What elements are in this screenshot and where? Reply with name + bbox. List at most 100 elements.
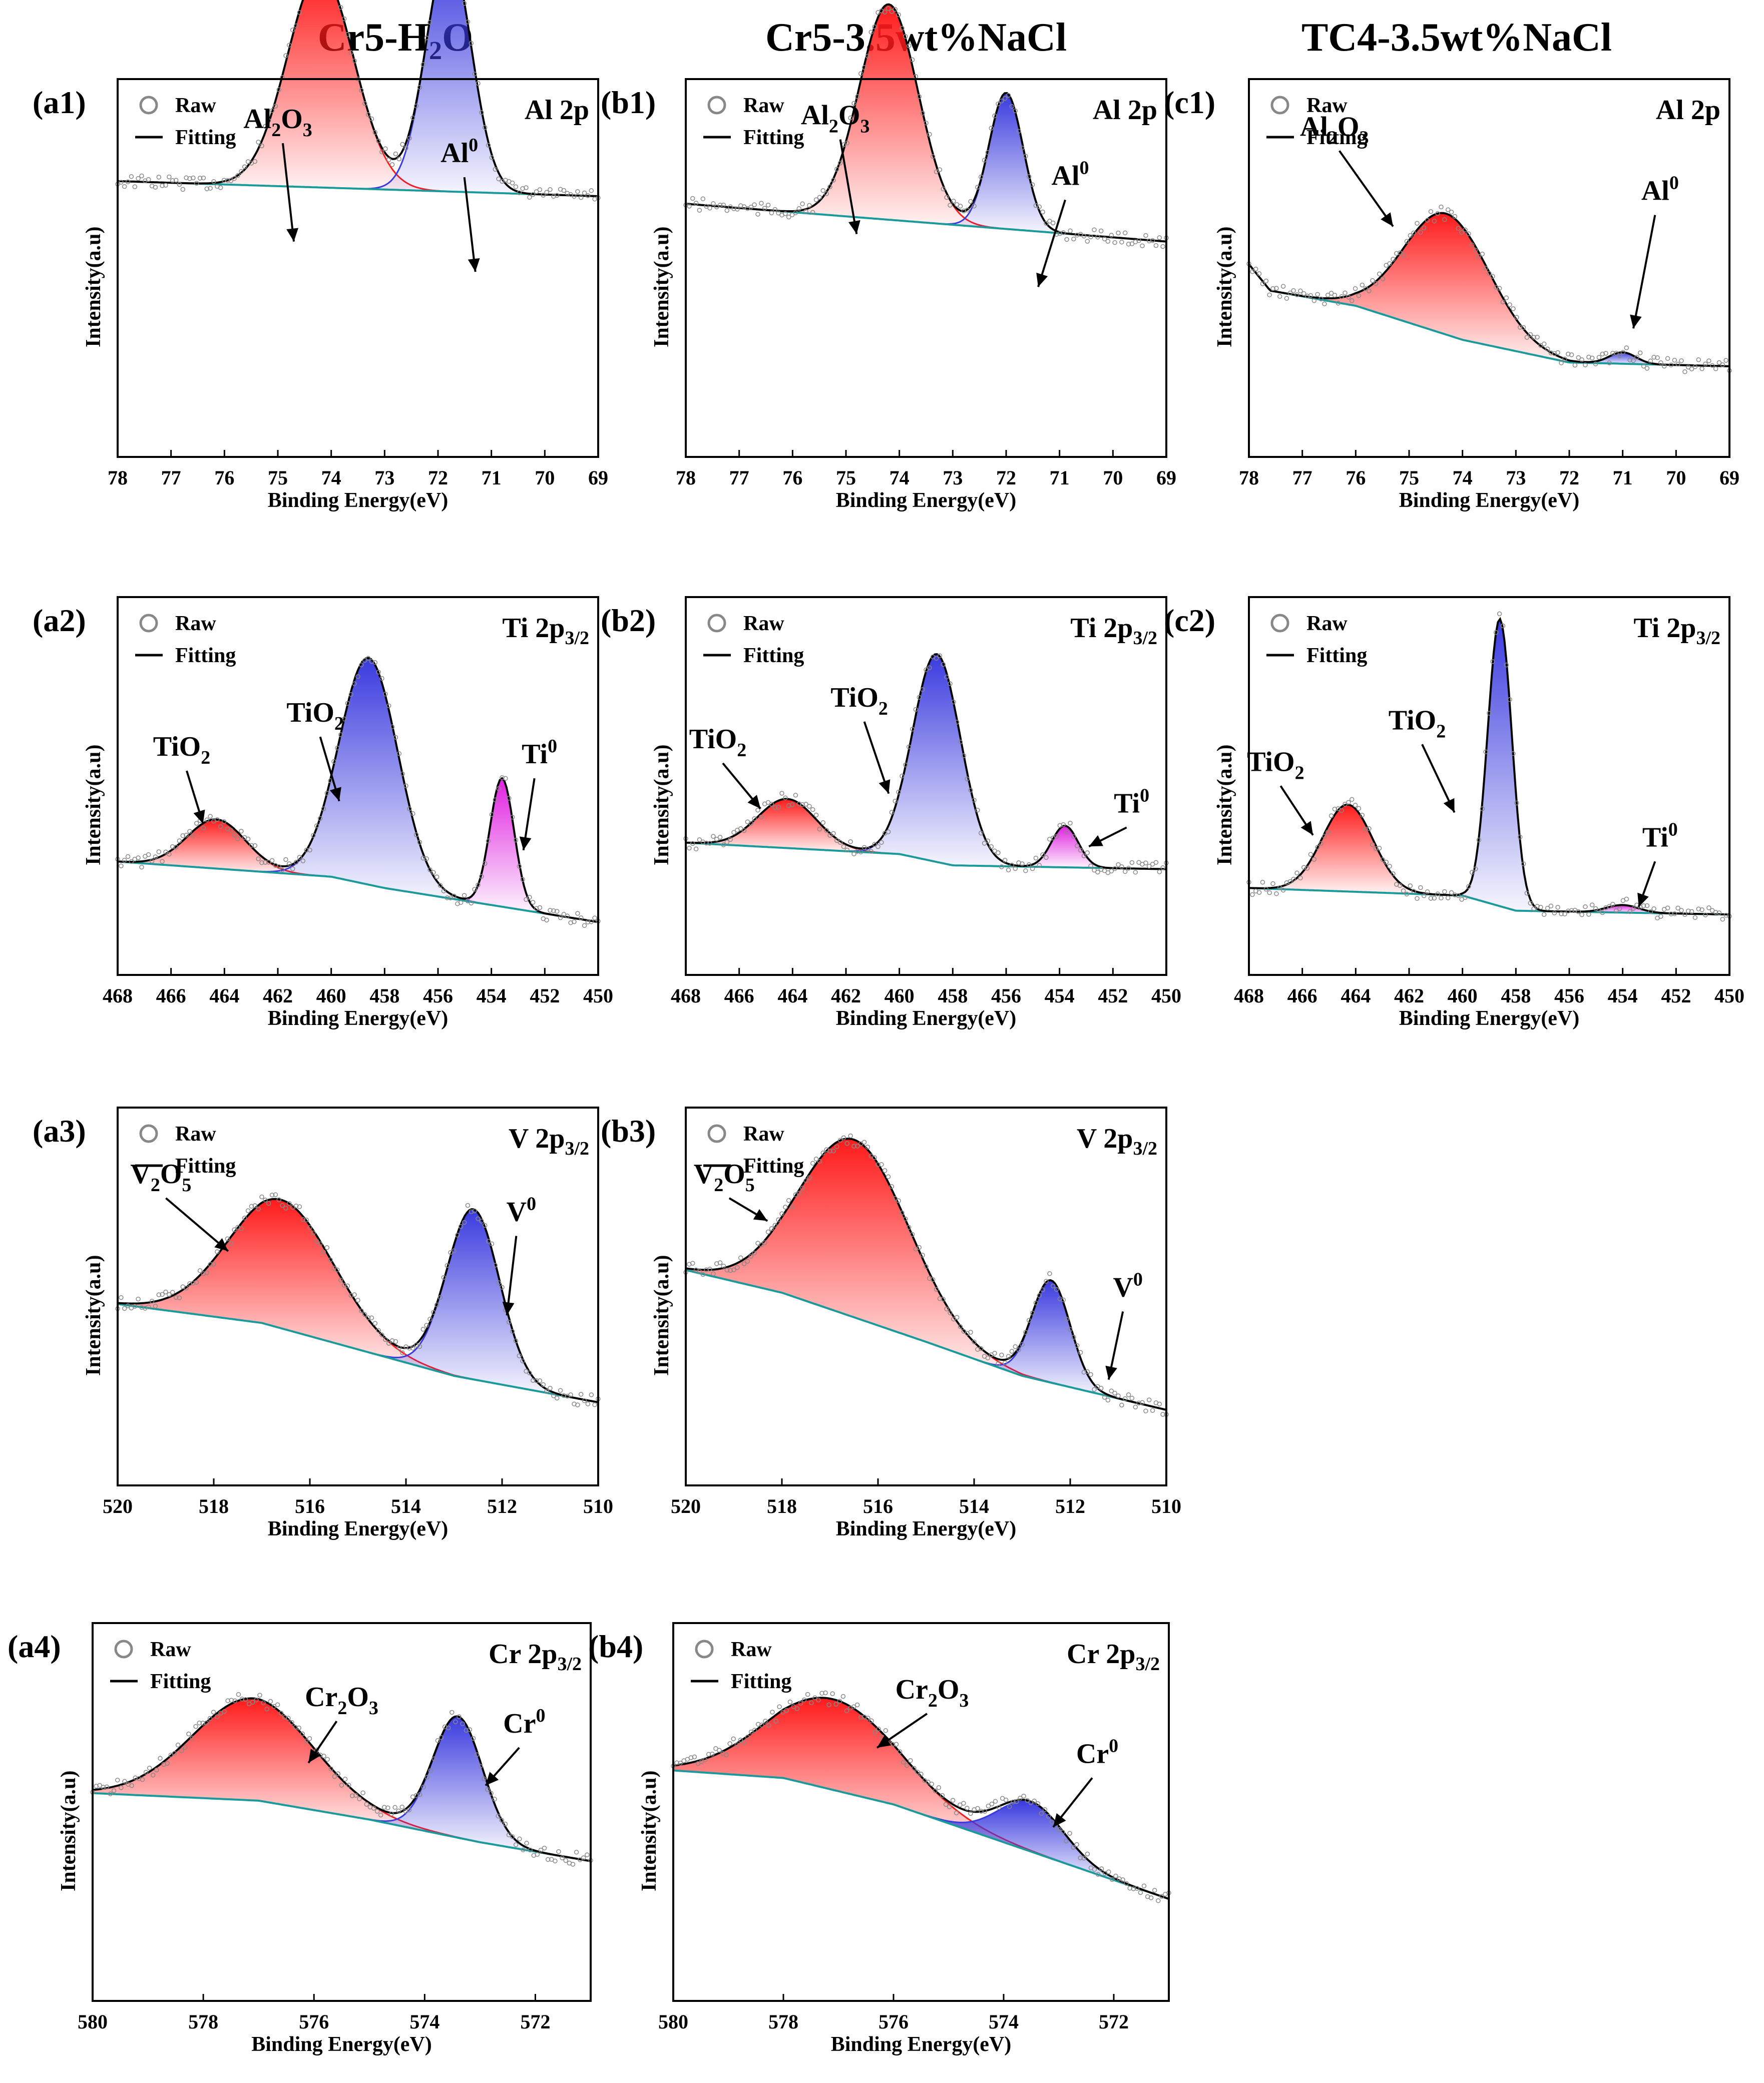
panel-a1: (a1) 78 77 76 75 74 73 72 71 70 69 Binding Energy(e… [20,0,608,515]
plot-a4: 580 578 576 574 572 Binding Energy(eV) Intensi… [57,1622,593,2056]
x-axis-title: Binding Energy(eV) [1399,489,1580,512]
legend-fitting-label: Fitting [1306,126,1367,149]
panel-label: (a3) [33,1113,86,1149]
x-tick-label: 572 [520,2010,550,2033]
peak-V0 [386,1209,559,1395]
annotation-arrow [1632,215,1656,329]
x-tick-label: 574 [409,2010,439,2033]
peak-annotation: Ti0 [1114,785,1149,819]
peak-annotation: V2O5 [694,1159,755,1196]
x-tick-label: 73 [374,466,394,489]
legend-raw-marker [139,614,158,633]
x-tick-label: 69 [1156,466,1176,489]
x-tick-label: 458 [1501,984,1531,1007]
x-tick-label: 78 [1239,466,1259,489]
x-axis-title: Binding Energy(eV) [251,2033,432,2056]
x-tick-label: 464 [777,984,807,1007]
legend-raw-label: Raw [150,1638,191,1661]
plot-frame [117,596,599,976]
raw-points [115,1,601,202]
x-axis-title: Binding Energy(eV) [1399,1007,1580,1030]
arrow-head [519,836,532,850]
y-axis-title: Intensity(a.u) [82,226,105,347]
legend-raw-marker [114,1640,133,1659]
arrow-head [747,795,761,809]
x-tick-label: 71 [482,466,502,489]
background-line [685,1269,1167,1411]
raw-points [683,653,1169,875]
peak-annotation: Ti0 [522,736,557,770]
background-line [673,1769,1169,1900]
y-axis-title: Intensity(a.u) [82,1255,105,1376]
x-tick-label: 518 [767,1495,797,1517]
legend-raw-marker [139,1124,158,1143]
x-tick-label: 576 [878,2010,909,2033]
arrow-head [502,1302,515,1316]
panel-label: (b2) [601,603,656,638]
panel-label: (a2) [33,603,86,638]
panel-label: (c1) [1164,85,1216,120]
legend-fitting-label: Fitting [743,644,804,667]
x-tick-label: 75 [268,466,288,489]
x-tick-label: 450 [1151,984,1181,1007]
panel-a2: (a2) 468 466 464 462 460 458 456 454 452 450 Bindin… [20,583,613,1033]
peak-TiO2 [1458,619,1540,911]
background-line [117,860,599,923]
x-tick-label: 516 [295,1495,325,1517]
x-tick-label: 460 [1448,984,1478,1007]
x-tick-label: 580 [658,2010,688,2033]
plot-frame [672,1622,1170,2002]
peak-annotation: Al0 [440,135,478,169]
x-tick-label: 576 [299,2010,329,2033]
plot-frame [685,596,1167,976]
annotation-arrow [839,139,858,234]
y-axis-title: Intensity(a.u) [82,744,105,865]
annotation-arrow [1037,199,1066,287]
legend-raw-marker [707,1124,726,1143]
annotation-arrow [506,1236,518,1316]
element-label: Cr 2p3/2 [489,1639,582,1675]
legend-raw-label: Raw [731,1638,772,1661]
arrow-head [286,228,299,242]
element-label: V 2p3/2 [509,1123,589,1159]
y-axis-title: Intensity(a.u) [57,1770,80,1891]
panel-b1: (b1) 78 77 76 75 74 73 72 71 70 69 Binding Energy(e… [588,3,1176,515]
annotation-arrow [165,1197,229,1252]
annotation-arrow [1339,150,1394,227]
x-tick-label: 572 [1099,2010,1129,2033]
background-line [685,841,1167,870]
column-title-1: Cr5-H2O [317,16,473,65]
raw-points [115,1192,601,1407]
peak-V2O5 [686,1139,1036,1379]
peak-annotation: Cr0 [1076,1735,1118,1769]
x-tick-label: 512 [1055,1495,1085,1517]
x-tick-label: 456 [1554,984,1584,1007]
x-tick-label: 69 [588,466,608,489]
peak-annotation: V0 [1113,1269,1142,1303]
panel-label: (a4) [8,1629,61,1664]
x-tick-label: 75 [836,466,856,489]
legend-raw-marker [1270,96,1289,115]
arrow-head [1381,212,1393,227]
plot-b3: 520 518 516 514 512 510 Binding Energy(eV) Inte… [650,1107,1181,1540]
peak-V2O5 [118,1199,450,1375]
arrow-head [877,1735,892,1748]
x-tick-label: 458 [938,984,968,1007]
x-tick-label: 76 [1346,466,1366,489]
x-tick-label: 70 [1666,466,1686,489]
legend-fitting-label: Fitting [175,1155,236,1178]
x-tick-label: 458 [369,984,399,1007]
column-title-2: Cr5-3.5wt%NaCl [765,16,1067,60]
x-tick-label: 73 [1506,466,1526,489]
x-tick-label: 78 [676,466,696,489]
peak-Al0 [1592,352,1653,365]
x-tick-label: 454 [1045,984,1075,1007]
peak-annotation: TiO2 [286,697,343,734]
plot-a3: 520 518 516 514 512 510 Binding Energy(eV) Inte… [82,1107,613,1540]
peak-TiO2 [270,658,468,901]
x-tick-label: 71 [1050,466,1070,489]
element-label: Al 2p [525,95,589,126]
panel-label: (b3) [601,1113,656,1149]
x-tick-label: 514 [959,1495,989,1517]
peak-annotation: Al2O3 [1300,111,1369,148]
